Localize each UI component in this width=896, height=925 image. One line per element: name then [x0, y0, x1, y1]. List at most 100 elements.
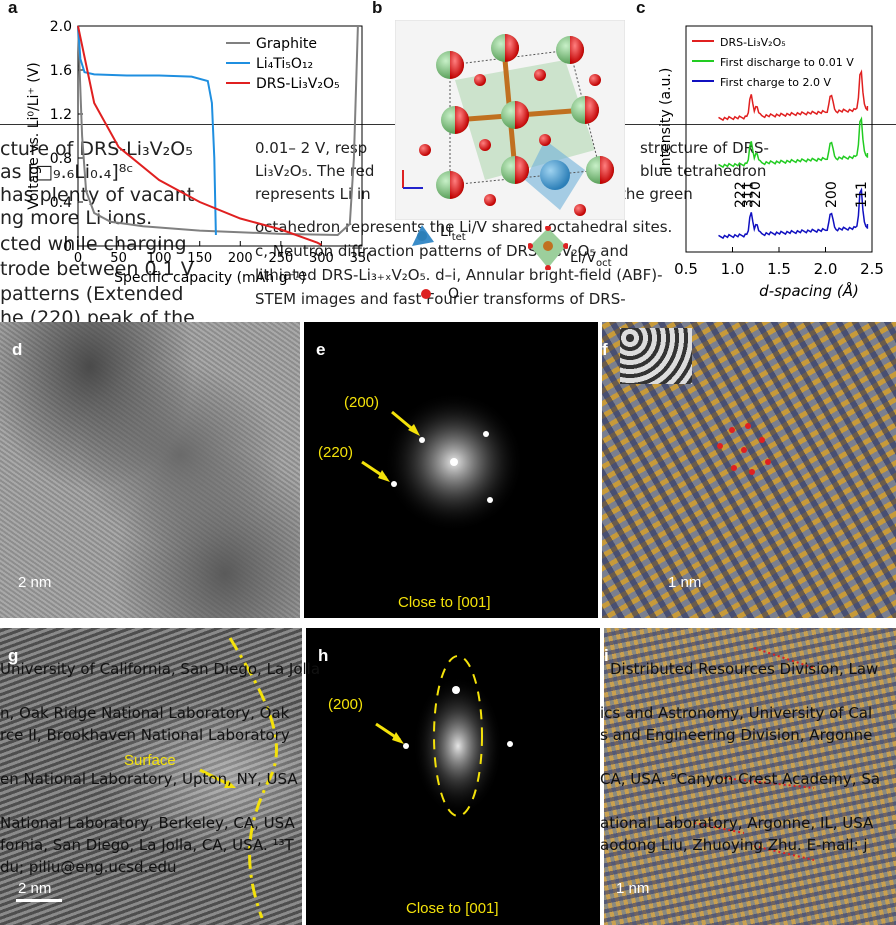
x-tick-label: 2.0: [814, 260, 838, 278]
bg-line: cture of DRS-Li₃V₂O₅: [0, 138, 193, 160]
dotted-markers-i: [693, 647, 815, 861]
bg-line: octahedron represents the Li/V shared oc…: [255, 218, 673, 236]
panel-letter-b: b: [372, 0, 383, 17]
bg-line: 0.01– 2 V, resp: [255, 139, 368, 157]
spot-label-200-h: (200): [328, 696, 364, 713]
li-tet-legend-icon: [412, 225, 434, 246]
bg-line: has plenty of vacant: [0, 184, 195, 206]
legend-entry: First charge to 2.0 V: [720, 76, 832, 89]
li-oct-label: Li/Voct: [570, 250, 612, 269]
fft-arrows-e: [361, 410, 420, 482]
x-axis-label: d-spacing (Å): [759, 281, 859, 300]
oxygen-legend-icon: [421, 289, 431, 299]
panel-letter-h: h: [318, 646, 329, 665]
voltage-chart: 2.0 1.6 1.2 0.8 0.4 00 50 100 150 200 250 300 350 Vol…: [26, 19, 370, 286]
li-oct-text: Li/V: [570, 250, 596, 266]
y-tick-label: 1.2: [50, 107, 72, 123]
y-tick-label: 0: [63, 239, 72, 255]
y-tick-label: 0.4: [50, 195, 72, 211]
bg-line: rce II, Brookhaven National Laboratory: [0, 726, 290, 744]
bg-line: STEM images and fast Fourier transforms …: [255, 290, 626, 308]
li-tet-label: Litet: [440, 224, 466, 243]
bg-line: represents Li in: [255, 185, 371, 203]
fft-pattern-h: [375, 655, 513, 817]
bg-line: patterns (Extended: [0, 283, 184, 305]
bg-line: the green: [620, 185, 693, 203]
panel-letter-f: f: [602, 340, 608, 359]
bg-line: fornia, San Diego, La Jolla, CA, USA. ¹³…: [0, 836, 294, 854]
legend-entry: First discharge to 0.01 V: [720, 56, 854, 69]
li-tet-sub: tet: [451, 231, 466, 243]
li-oct-legend-icon: [528, 226, 568, 270]
bg-line: blue tetrahedron: [640, 162, 767, 180]
series-trace: [718, 69, 869, 122]
series-line: [77, 25, 322, 246]
panel-letter-d: d: [12, 340, 23, 359]
y-tick-label: 2.0: [50, 19, 72, 35]
x-axis-label: Specific capacity (mAh g⁻¹): [114, 270, 306, 286]
bg-line: National Laboratory, Berkeley, CA, USA: [0, 814, 295, 832]
y-tick-label: 1.6: [50, 63, 72, 79]
surface-label: Surface: [124, 752, 176, 769]
legend-entry: DRS-Li₃V₂O₅: [256, 76, 340, 92]
bg-line: aodong Liu, Zhuoying Zhu. E-mail: j: [600, 836, 868, 854]
bg-line: n, Oak Ridge National Laboratory, Oak: [0, 704, 290, 722]
bg-line: structure of DRS-: [640, 139, 769, 157]
x-tick-label: 0: [74, 251, 82, 266]
diffraction-chart: 0.5 1.0 1.5 2.0 2.5 Intensity (a.u.) d-spacing…: [658, 25, 884, 300]
peak-label: 220: [748, 181, 764, 208]
scale-bar-g: [16, 899, 62, 902]
bg-line: lithiated DRS-Li₃₊ₓV₂O₅. d–i, Annular br…: [255, 266, 663, 284]
x-tick-label: 150: [187, 251, 212, 266]
x-tick-label: 0.5: [674, 260, 698, 278]
panel-letter-i: i: [604, 646, 609, 665]
x-tick-label: 250: [268, 251, 293, 266]
simulated-inset: [620, 328, 692, 384]
peak-label: 222: [733, 181, 749, 208]
x-tick-label: 2.5: [860, 260, 884, 278]
stem-image-g: g Surface 2 nm: [0, 628, 302, 925]
y-tick-label: 0.8: [50, 151, 72, 167]
fft-image-h: h (200) Close to [001]: [306, 628, 600, 925]
li-tet-text: Li: [440, 224, 452, 240]
bg-line: s and Engineering Division, Argonne: [600, 726, 873, 744]
x-tick-label: 50: [110, 251, 127, 266]
spot-label-200: (200): [344, 394, 380, 411]
li-oct-sub: oct: [595, 257, 612, 269]
fft-image-e: e (200) (220) Close to [001]: [304, 322, 598, 618]
x-tick-label: 1.5: [767, 260, 791, 278]
y-axis-label: Intensity (a.u.): [658, 68, 674, 171]
x-tick-label: 350: [350, 251, 370, 266]
x-tick-label: 200: [228, 251, 253, 266]
bg-line: cted while charging: [0, 233, 187, 255]
zone-axis-h: Close to [001]: [406, 900, 499, 917]
series-line: [77, 25, 217, 236]
peak-label: 111: [854, 181, 870, 208]
stem-image-d: d 2 nm: [0, 322, 300, 618]
y-axis-label: Voltage vs. Li⁰/Li⁺ (V): [26, 62, 42, 210]
atoms: [419, 34, 614, 216]
x-tick-label: 1.0: [721, 260, 745, 278]
stem-image-i: i 1 nm: [604, 628, 896, 925]
legend-entry: DRS-Li₃V₂O₅: [720, 36, 786, 49]
fft-pattern-e: [384, 392, 524, 532]
panel-letter-g: g: [8, 646, 19, 665]
surface-boundary-g: [199, 637, 278, 919]
bg-line: du; piliu@eng.ucsd.edu: [0, 858, 177, 876]
bg-line: ng more Li ions.: [0, 207, 153, 229]
x-tick-label: 300: [309, 251, 334, 266]
scale-label-d: 2 nm: [18, 574, 52, 591]
bg-line: Li₃V₂O₅. The red: [255, 162, 375, 180]
x-tick-label: 100: [147, 251, 172, 266]
bg-line: Distributed Resources Division, Law: [610, 660, 879, 678]
scale-label-f: 1 nm: [668, 574, 702, 591]
peak-label: 200: [824, 181, 840, 208]
series-line: [77, 25, 359, 237]
plot-frame: [77, 25, 363, 247]
zone-axis-e: Close to [001]: [398, 594, 491, 611]
atom-markers-f: [717, 423, 771, 475]
crystal-structure: [395, 20, 625, 220]
series-trace: [718, 187, 869, 240]
peak-label: 311: [740, 181, 756, 208]
bg-line: as [□₉.₆Li₀.₄]⁸ᶜ: [0, 161, 134, 183]
